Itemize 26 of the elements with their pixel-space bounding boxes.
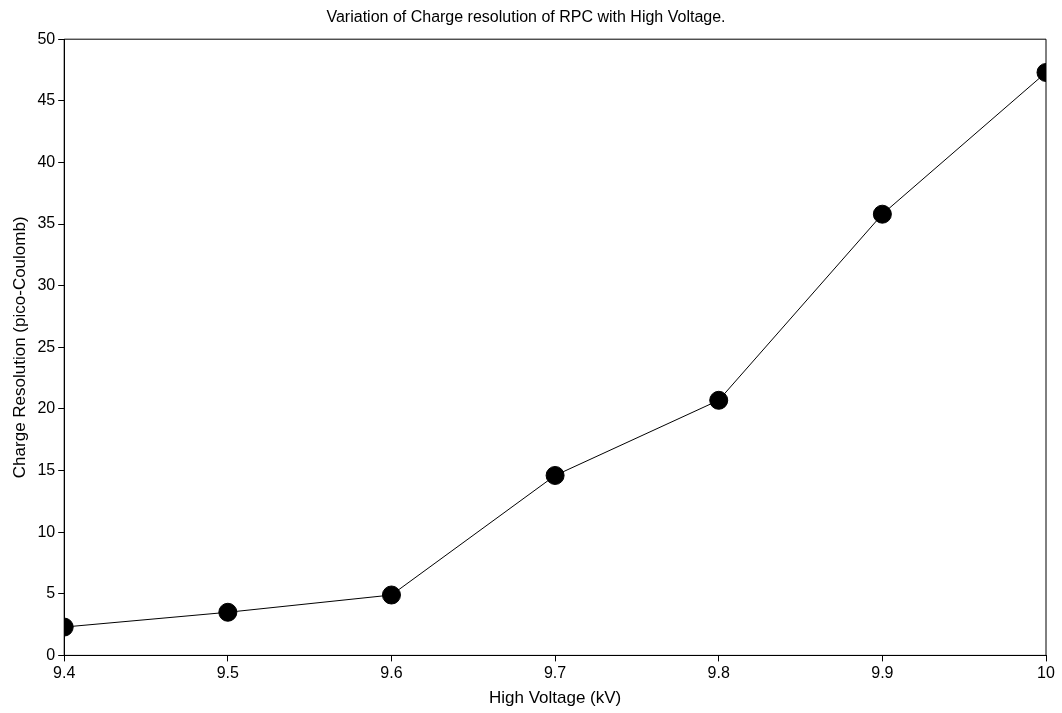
chart-title: Variation of Charge resolution of RPC with High Voltage. — [326, 8, 726, 26]
y-tick-label: 30 — [37, 276, 56, 294]
y-tick-label: 40 — [37, 152, 56, 170]
y-axis-title: Charge Resolution (pico-Coulomb) — [9, 216, 29, 479]
x-tick-label: 9.5 — [216, 664, 240, 682]
point — [872, 204, 892, 224]
y-tick-label: 10 — [37, 522, 56, 540]
x-tick-label: 9.8 — [707, 664, 730, 682]
y-tick-label: 45 — [37, 91, 56, 109]
x-axis-title: High Voltage (kV) — [488, 688, 622, 708]
y-tick-label: 35 — [37, 214, 56, 232]
point — [709, 390, 729, 410]
y-tick-label: 50 — [37, 29, 56, 47]
y-tick-label: 5 — [46, 584, 56, 602]
point — [545, 465, 565, 485]
y-tick-label: 25 — [37, 337, 56, 355]
x-tick-label: 9.4 — [53, 664, 76, 682]
x-tick-label: 9.7 — [543, 664, 567, 682]
y-tick-label: 20 — [37, 399, 56, 417]
x-tick-label: 10 — [1037, 664, 1055, 682]
y-tick-label: 0 — [46, 645, 56, 663]
y-tick-label: 15 — [37, 460, 56, 478]
x-tick-label: 9.6 — [380, 664, 403, 682]
point — [381, 585, 401, 605]
point — [218, 602, 238, 622]
x-tick-label: 9.9 — [871, 664, 894, 682]
